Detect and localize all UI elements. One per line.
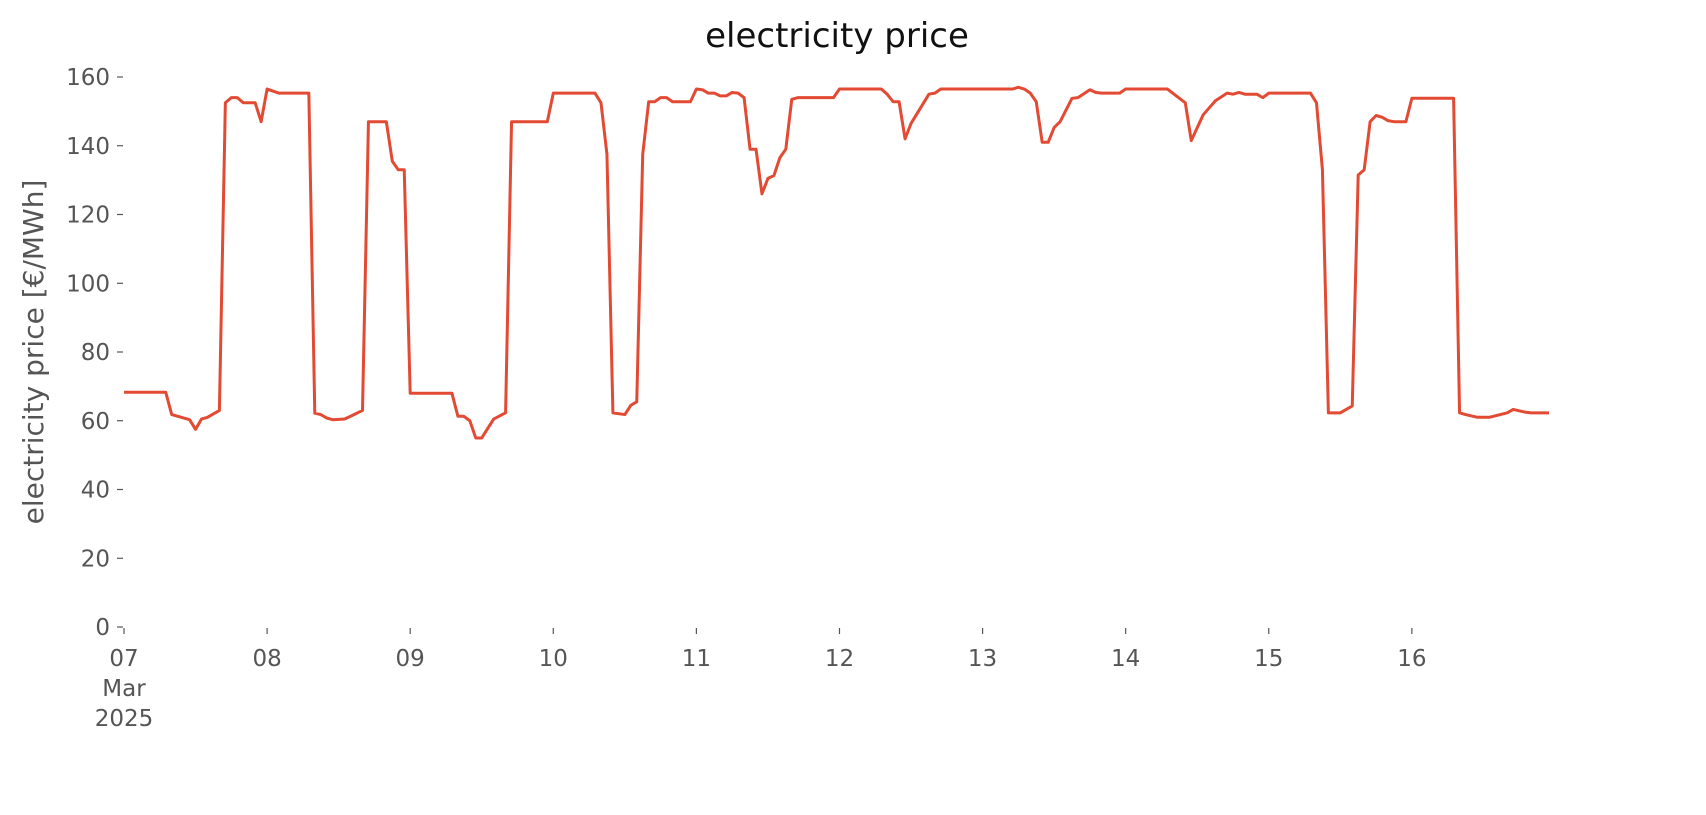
- x-tick-label: 09: [396, 646, 425, 672]
- x-tick-label: 12: [825, 646, 854, 672]
- x-tick-label: 16: [1397, 646, 1426, 672]
- y-tick-label: 80: [81, 340, 110, 366]
- y-tick-label: 160: [66, 65, 110, 91]
- chart-title: electricity price: [705, 16, 969, 56]
- y-tick-label: 140: [66, 134, 110, 160]
- x-tick-label: 15: [1254, 646, 1283, 672]
- y-tick-label: 120: [66, 203, 110, 229]
- x-tick-label: 11: [682, 646, 711, 672]
- price-line: [124, 85, 1549, 440]
- y-tick-label: 20: [81, 546, 110, 572]
- x-tick-label: 10: [539, 646, 568, 672]
- x-tick-label: 08: [252, 646, 281, 672]
- y-axis-label: electricity price [€/MWh]: [17, 180, 50, 525]
- y-tick-label: 100: [66, 271, 110, 297]
- y-tick-label: 60: [81, 409, 110, 435]
- x-tick-label: 14: [1111, 646, 1140, 672]
- y-tick-label: 40: [81, 478, 110, 504]
- y-tick-label: 0: [95, 615, 110, 641]
- x-tick-label: 07 Mar 2025: [95, 646, 154, 732]
- x-tick-label: 13: [968, 646, 997, 672]
